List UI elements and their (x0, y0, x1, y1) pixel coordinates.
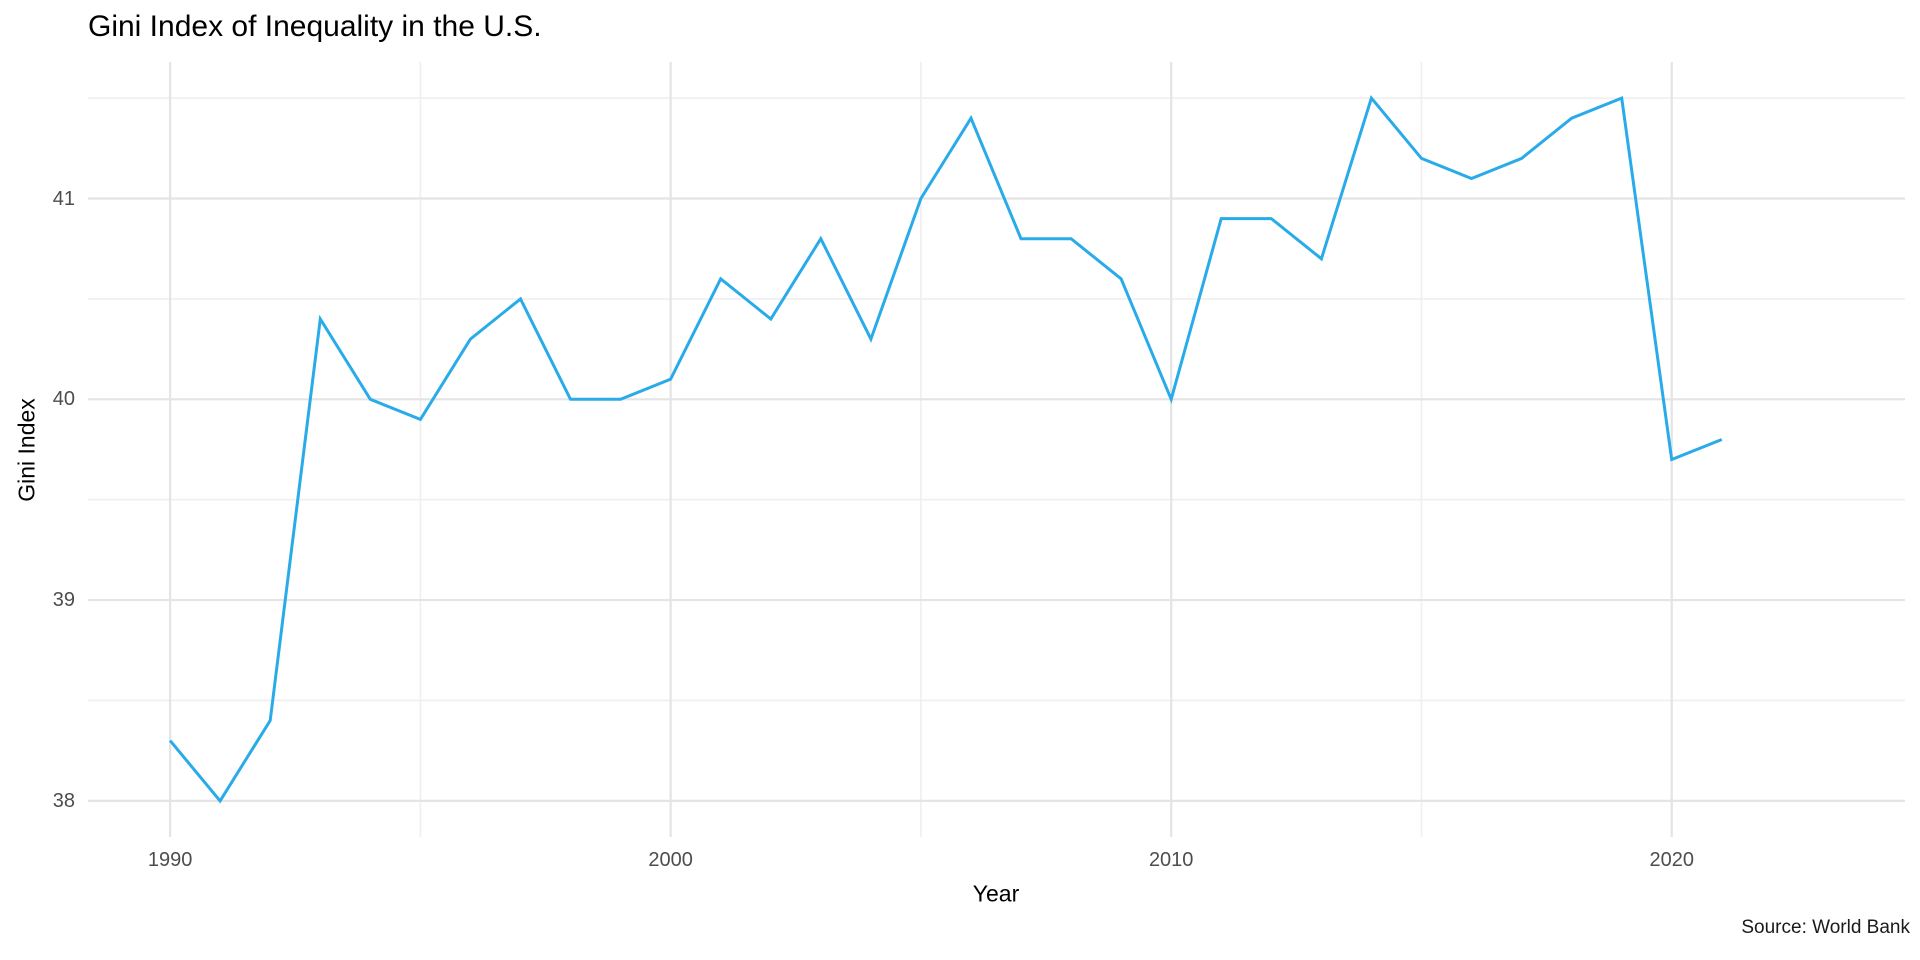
chart-title: Gini Index of Inequality in the U.S. (88, 10, 542, 43)
series-line-gini-index (168, 95, 1723, 804)
y-axis-title: Gini Index (13, 398, 40, 502)
y-tick-label: 39 (52, 589, 75, 612)
source-caption: Source: World Bank (1741, 917, 1910, 938)
x-tick-label: 2020 (1649, 849, 1694, 871)
x-axis-title: Year (972, 880, 1020, 907)
x-tick-label: 2000 (648, 849, 693, 871)
y-tick-label: 40 (52, 388, 75, 411)
y-tick-label: 38 (52, 789, 75, 812)
x-tick-label: 1990 (147, 849, 193, 871)
x-tick-label: 2010 (1148, 849, 1194, 871)
y-tick-label: 41 (52, 187, 75, 210)
